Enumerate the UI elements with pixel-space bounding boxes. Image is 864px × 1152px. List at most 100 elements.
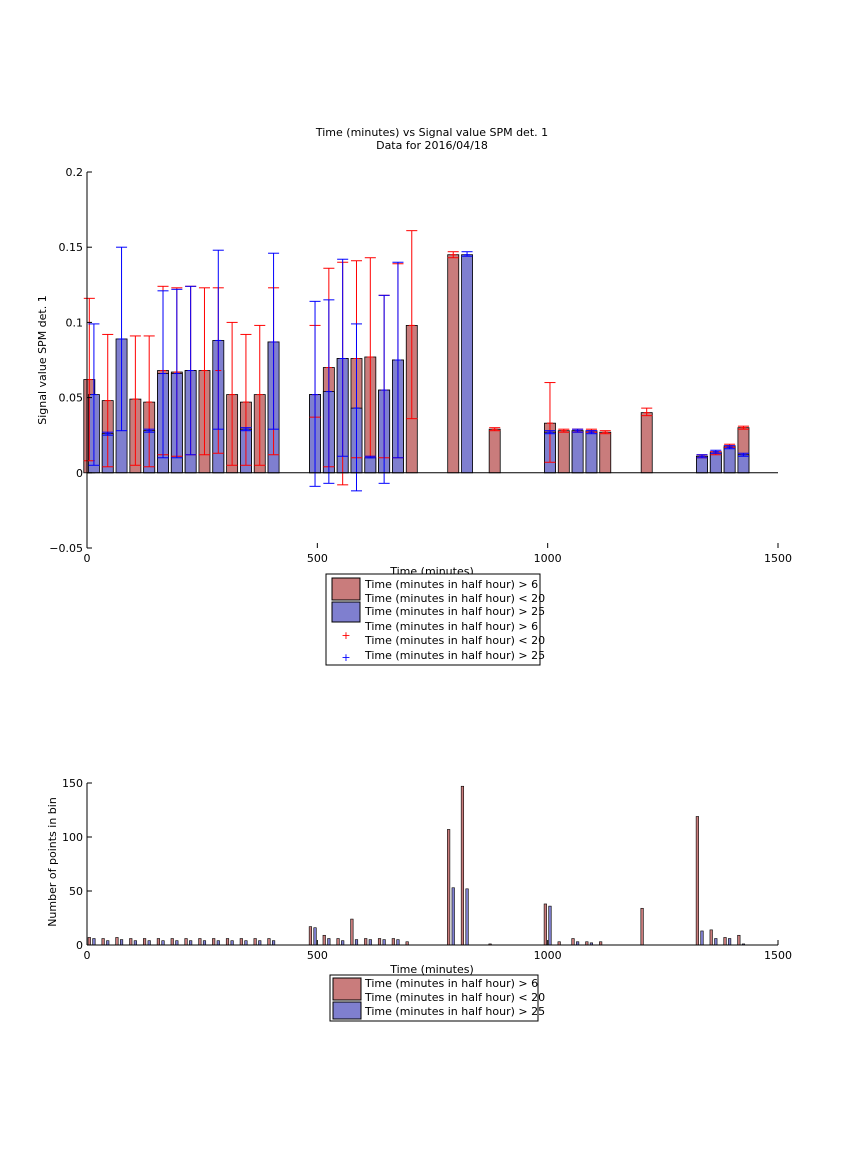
bottom-legend: Time (minutes in half hour) > 6 Time (min… bbox=[329, 974, 545, 1022]
bottom-y-tick-label: 50 bbox=[69, 885, 83, 898]
blue-count-bar bbox=[189, 940, 193, 946]
top-y-tick-label: 0 bbox=[76, 467, 83, 480]
red-count-bar bbox=[184, 938, 188, 946]
red-count-bar bbox=[543, 903, 547, 946]
bottom-x-tick-label: 0 bbox=[84, 949, 91, 962]
top-y-tick-label: 0.15 bbox=[59, 241, 84, 254]
chart-subtitle: Data for 2016/04/18 bbox=[376, 139, 488, 152]
red-count-bar bbox=[170, 938, 174, 946]
blue-bar bbox=[585, 431, 598, 474]
red-count-bar bbox=[143, 938, 147, 946]
blue-count-bar bbox=[368, 939, 372, 946]
legend-entry: Time (minutes in half hour) > 25 bbox=[364, 1005, 545, 1018]
blue-count-bar bbox=[728, 938, 732, 946]
top-y-tick-label: 0.1 bbox=[66, 316, 84, 329]
red-count-bar bbox=[723, 937, 727, 946]
bottom-y-tick-label: 100 bbox=[62, 831, 83, 844]
bottom-y-tick-label: 150 bbox=[62, 777, 83, 790]
blue-bar bbox=[737, 454, 750, 474]
top-x-tick-label: 1000 bbox=[534, 552, 562, 565]
top-legend-box bbox=[325, 573, 541, 666]
legend-swatch-red bbox=[332, 977, 362, 1001]
legend-swatch-blue bbox=[332, 1001, 362, 1020]
red-bar bbox=[488, 428, 501, 474]
red-count-bar bbox=[737, 934, 741, 946]
legend-entry: Time (minutes in half hour) < 20 bbox=[364, 592, 545, 605]
blue-count-bar bbox=[244, 940, 248, 946]
blue-count-bar bbox=[147, 940, 151, 946]
bottom-plot-area: 0 500 1000 1500 0 50 100 150 bbox=[62, 777, 792, 962]
blue-count-bar bbox=[272, 940, 276, 946]
legend-swatch-blue bbox=[331, 601, 361, 623]
red-count-bar bbox=[391, 938, 395, 946]
red-count-bar bbox=[212, 938, 216, 946]
bottom-x-tick-label: 1500 bbox=[764, 949, 792, 962]
blue-count-bar bbox=[175, 940, 179, 946]
red-count-bar bbox=[198, 938, 202, 946]
red-count-bar bbox=[101, 938, 105, 946]
blue-count-bar bbox=[119, 939, 124, 946]
legend-marker-red: + bbox=[341, 629, 350, 642]
red-count-bar bbox=[377, 938, 382, 946]
top-x-tick-label: 500 bbox=[307, 552, 328, 565]
legend-marker-blue: + bbox=[341, 651, 350, 664]
legend-entry: Time (minutes in half hour) < 20 bbox=[364, 634, 545, 647]
red-count-bar bbox=[350, 918, 354, 946]
blue-bar bbox=[696, 455, 708, 474]
red-bar bbox=[599, 431, 612, 474]
red-count-bar bbox=[322, 934, 326, 946]
bottom-legend-box bbox=[329, 974, 539, 1022]
bottom-x-axis-label: Time (minutes) bbox=[389, 963, 474, 976]
blue-count-bar bbox=[230, 940, 234, 946]
chart-title: Time (minutes) vs Signal value SPM det. … bbox=[315, 126, 548, 139]
blue-bar bbox=[723, 446, 736, 474]
legend-entry: Time (minutes in half hour) > 6 bbox=[364, 578, 538, 591]
top-y-tick-label: 0.2 bbox=[66, 166, 84, 179]
red-count-bar bbox=[267, 938, 271, 946]
red-count-bar bbox=[129, 938, 133, 946]
red-count-bar bbox=[364, 938, 368, 946]
blue-count-bar bbox=[327, 938, 331, 946]
top-y-tick-label: 0.05 bbox=[59, 392, 84, 405]
bottom-y-axis-label: Number of points in bin bbox=[46, 797, 59, 927]
blue-count-bar bbox=[451, 887, 455, 946]
blue-count-bar bbox=[106, 940, 110, 946]
red-count-bar bbox=[709, 929, 713, 946]
red-count-bar bbox=[695, 816, 699, 946]
red-bar bbox=[557, 430, 570, 474]
red-count-bar bbox=[156, 938, 160, 946]
blue-bar bbox=[461, 254, 473, 474]
blue-count-bar bbox=[548, 905, 552, 946]
blue-count-bar bbox=[382, 939, 386, 946]
red-count-bar bbox=[115, 937, 119, 946]
blue-count-bar bbox=[202, 940, 207, 946]
bottom-x-tick-label: 1000 bbox=[534, 949, 562, 962]
blue-count-bar bbox=[216, 940, 220, 946]
blue-count-bar bbox=[341, 940, 345, 946]
red-bar bbox=[640, 412, 653, 474]
blue-count-bar bbox=[714, 938, 718, 946]
red-count-bar bbox=[460, 785, 465, 946]
blue-bar bbox=[571, 430, 584, 474]
red-count-bar bbox=[308, 926, 312, 946]
legend-entry: Time (minutes in half hour) > 6 bbox=[364, 620, 538, 633]
blue-count-bar bbox=[700, 930, 704, 946]
blue-count-bar bbox=[396, 939, 400, 946]
top-x-tick-label: 1500 bbox=[764, 552, 792, 565]
top-x-tick-label: 0 bbox=[84, 552, 91, 565]
red-count-bar bbox=[87, 937, 91, 946]
red-count-bar bbox=[253, 938, 257, 946]
bottom-x-tick-label: 500 bbox=[307, 949, 328, 962]
blue-count-bar bbox=[133, 940, 137, 946]
blue-count-bar bbox=[465, 888, 469, 946]
bottom-y-tick-label: 0 bbox=[76, 939, 83, 952]
legend-entry: Time (minutes in half hour) > 6 bbox=[364, 977, 538, 990]
red-count-bar bbox=[640, 907, 644, 946]
red-bar bbox=[447, 254, 460, 474]
legend-swatch-red bbox=[331, 577, 361, 601]
red-count-bar bbox=[239, 938, 243, 946]
red-count-bar bbox=[225, 938, 230, 946]
